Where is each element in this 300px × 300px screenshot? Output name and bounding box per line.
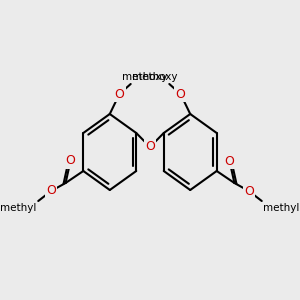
Text: O: O — [225, 154, 235, 167]
Text: O: O — [65, 154, 75, 167]
Text: O: O — [176, 88, 185, 100]
Text: O: O — [145, 140, 155, 154]
Text: O: O — [244, 184, 254, 197]
Text: O: O — [145, 140, 155, 154]
Text: methoxy: methoxy — [122, 72, 168, 82]
Text: methyl: methyl — [263, 203, 300, 213]
Text: O: O — [46, 184, 56, 197]
Text: methyl: methyl — [0, 203, 37, 213]
Text: O: O — [115, 88, 124, 100]
Text: methoxy: methoxy — [132, 72, 178, 82]
